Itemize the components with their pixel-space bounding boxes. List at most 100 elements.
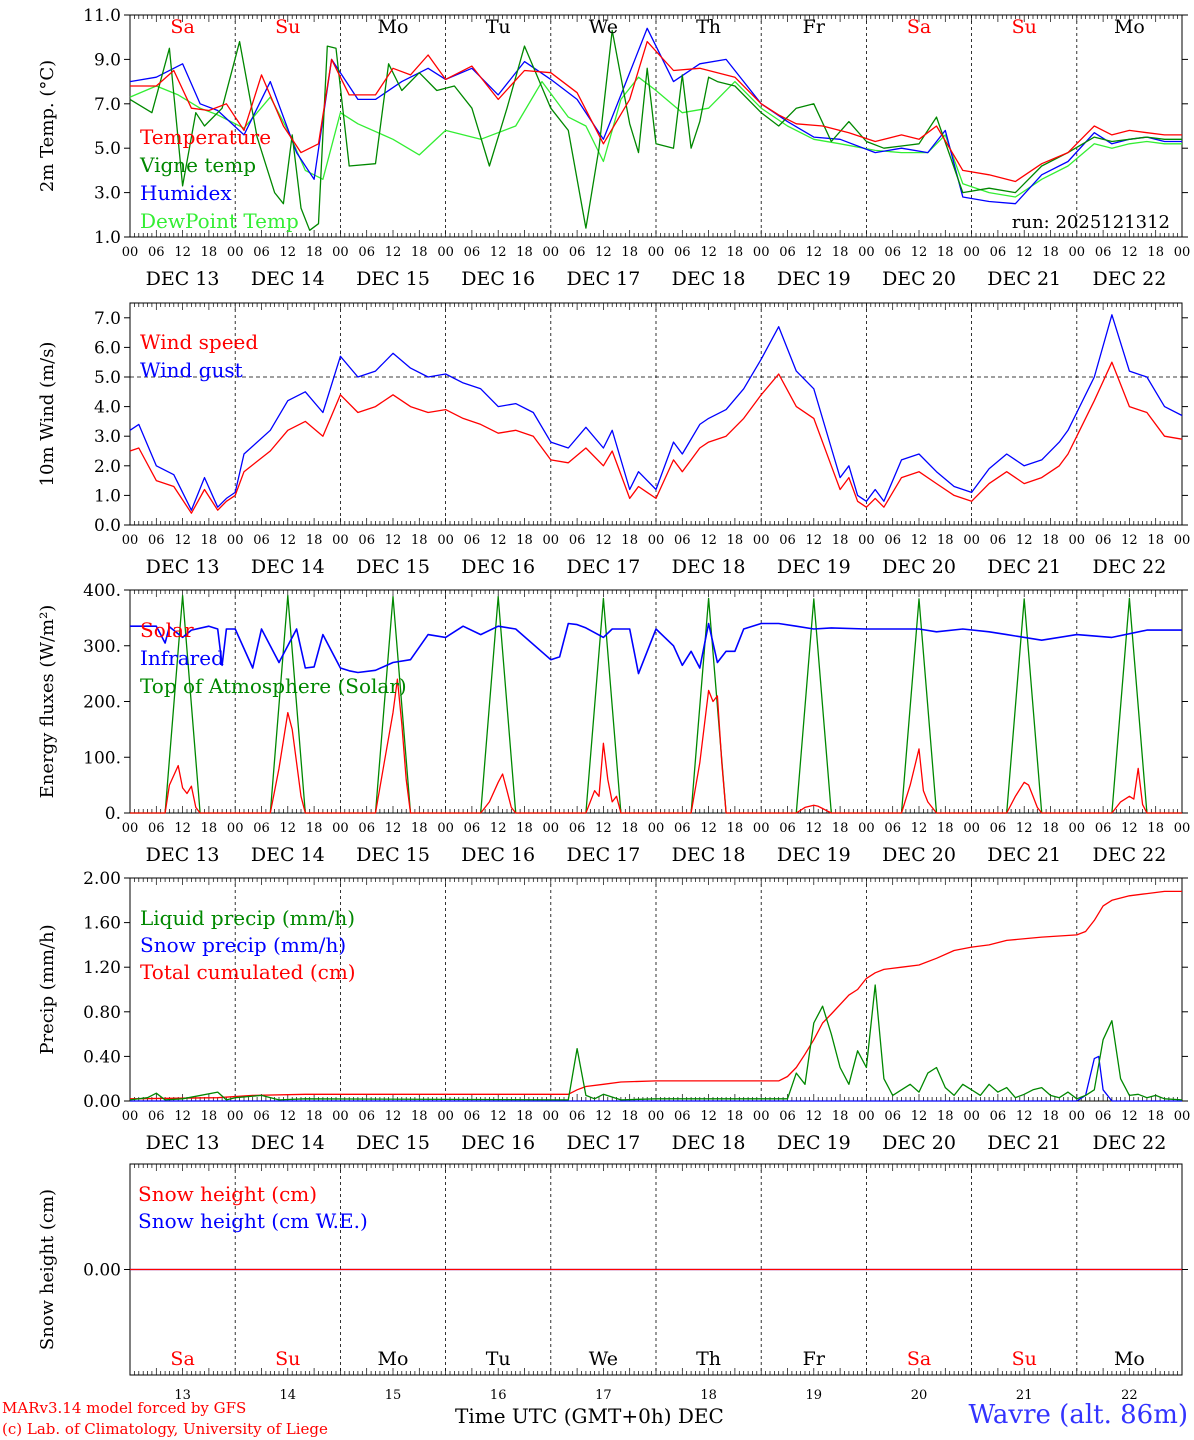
date-label: DEC 22 [1092, 844, 1166, 866]
x-axis-title-text: Time UTC (GMT+0h) [455, 1404, 672, 1428]
hour-tick-label: 00 [332, 1109, 349, 1124]
date-label: DEC 14 [251, 1132, 325, 1154]
hour-tick-label: 12 [174, 821, 191, 836]
panel-temperature: 1.0 3.0 5.0 7.0 9.0 11.0 2m Temp. (°C) Temperat… [37, 6, 1190, 290]
date-label: DEC 15 [356, 556, 430, 578]
legend-entry: Solar [140, 618, 194, 642]
y-tick-label: 0.00 [83, 1092, 121, 1112]
hour-tick-label: 06 [569, 245, 586, 260]
hour-tick-label: 18 [832, 1109, 849, 1124]
date-label: DEC 17 [566, 844, 640, 866]
panel-energy: 0. 100. 200. 300. 400. Energy fluxes (W/m²) So… [37, 581, 1190, 866]
x-ticks [129, 1164, 1183, 1375]
weekday-label: Su [1012, 16, 1037, 38]
date-label: DEC 16 [461, 268, 535, 290]
hour-tick-label: 00 [1069, 245, 1086, 260]
date-label: DEC 19 [777, 268, 851, 290]
y-axis-label: Energy fluxes (W/m²) [37, 605, 58, 799]
y-tick-label: 5.0 [94, 139, 121, 159]
hour-tick-label: 12 [595, 245, 612, 260]
day-number-label: 16 [490, 1388, 507, 1403]
hour-tick-label: 12 [911, 533, 928, 548]
hour-tick-label: 06 [1095, 533, 1112, 548]
y-tick-label: 400. [83, 581, 121, 601]
hour-tick-label: 06 [779, 533, 796, 548]
date-label: DEC 19 [777, 556, 851, 578]
hour-tick-label: 06 [253, 533, 270, 548]
hour-tick-label: 18 [411, 245, 428, 260]
x-ticks [129, 303, 1183, 525]
x-axis-title: Time UTC (GMT+0h) DEC [455, 1404, 724, 1428]
hour-tick-label: 18 [621, 1109, 638, 1124]
date-label: DEC 15 [356, 844, 430, 866]
series-line [129, 27, 1182, 205]
series-line [129, 314, 1183, 511]
day-number-label: 18 [700, 1388, 717, 1403]
date-label: DEC 16 [461, 556, 535, 578]
y-tick-label: 0.80 [83, 1003, 121, 1023]
hour-tick-label: 12 [1016, 533, 1033, 548]
hour-tick-label: 12 [490, 1109, 507, 1124]
hour-tick-label: 18 [1147, 1109, 1164, 1124]
hour-tick-label: 06 [1095, 821, 1112, 836]
y-tick-label: 3.0 [94, 427, 121, 447]
hour-tick-label: 06 [148, 533, 165, 548]
hour-tick-label: 06 [148, 821, 165, 836]
hour-tick-label: 18 [727, 533, 744, 548]
y-tick-label: 9.0 [94, 50, 121, 70]
panel-snow: 0.00 Snow height (cm) Snow height (cm) Snow… [37, 1163, 1188, 1403]
weekday-label: Su [1012, 1348, 1037, 1370]
hour-tick-label: 12 [490, 821, 507, 836]
hour-tick-label: 00 [648, 821, 665, 836]
legend-entry: Vigne temp [139, 153, 256, 177]
y-tick-label: 2.0 [94, 457, 121, 477]
hour-tick-label: 00 [332, 821, 349, 836]
hour-tick-label: 00 [1174, 1109, 1191, 1124]
series-line [129, 890, 1182, 1100]
hour-tick-label: 12 [911, 245, 928, 260]
hour-tick-label: 18 [937, 821, 954, 836]
y-tick-label: 5.0 [94, 368, 121, 388]
hour-tick-label: 00 [1069, 533, 1086, 548]
hour-tick-label: 00 [753, 821, 770, 836]
hour-tick-label: 18 [516, 1109, 533, 1124]
hour-tick-label: 06 [569, 821, 586, 836]
hour-tick-label: 00 [122, 533, 139, 548]
hour-tick-label: 06 [990, 1109, 1007, 1124]
hour-tick-label: 12 [700, 821, 717, 836]
legend-entry: Top of Atmosphere (Solar) [140, 674, 407, 698]
hour-tick-label: 06 [358, 245, 375, 260]
series-line [130, 622, 1182, 675]
hour-tick-label: 12 [385, 821, 402, 836]
hour-tick-label: 12 [174, 1109, 191, 1124]
hour-tick-label: 00 [543, 533, 560, 548]
y-tick-label: 1.0 [94, 228, 121, 248]
hour-tick-label: 06 [148, 1109, 165, 1124]
hour-tick-label: 12 [1016, 1109, 1033, 1124]
y-axis-label: Snow height (cm) [37, 1189, 58, 1350]
hour-tick-label: 12 [385, 533, 402, 548]
series-line [130, 40, 1182, 183]
hour-tick-label: 00 [963, 1109, 980, 1124]
day-number-label: 15 [385, 1388, 402, 1403]
hour-tick-label: 00 [437, 245, 454, 260]
date-label: DEC 15 [356, 1132, 430, 1154]
hour-tick-label: 18 [832, 533, 849, 548]
date-label: DEC 20 [882, 556, 956, 578]
hour-tick-label: 18 [306, 245, 323, 260]
station-name: Wavre (alt. 86m) [968, 1400, 1188, 1430]
hour-tick-label: 12 [1016, 821, 1033, 836]
hour-tick-label: 12 [174, 533, 191, 548]
hour-tick-label: 12 [385, 245, 402, 260]
hour-tick-label: 18 [937, 1109, 954, 1124]
hour-tick-label: 18 [411, 1109, 428, 1124]
y-tick-label: 0.40 [83, 1047, 121, 1067]
hour-tick-label: 06 [464, 1109, 481, 1124]
series-line [130, 678, 1182, 814]
hour-tick-label: 18 [727, 1109, 744, 1124]
date-label: DEC 14 [251, 556, 325, 578]
hour-tick-label: 06 [884, 821, 901, 836]
hour-tick-label: 00 [437, 821, 454, 836]
date-label: DEC 13 [146, 1132, 220, 1154]
hour-tick-label: 00 [648, 245, 665, 260]
